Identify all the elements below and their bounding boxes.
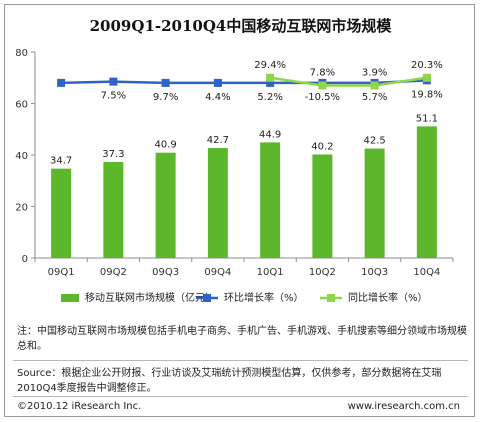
bar (312, 154, 333, 258)
chart-svg: 0 20 40 60 80 09Q1 09Q2 09Q3 09Q4 10Q1 10Q2 10Q3 10Q… (15, 48, 454, 304)
bar-value-label: 40.9 (154, 140, 176, 151)
x-tick-label: 10Q3 (361, 267, 388, 278)
chart-frame: 2009Q1-2010Q4中国移动互联网市场规模 0 20 40 60 80 09Q1 09… (4, 4, 475, 417)
divider-top (13, 360, 468, 361)
chart-source: Source：根据企业公开财报、行业访谈及艾瑞统计预测模型估算，仅供参考，部分数… (17, 368, 442, 394)
yoy-growth-line (269, 76, 428, 87)
mom-growth-marker (109, 77, 118, 86)
y-tick-label: 80 (15, 48, 28, 59)
mom-growth-value-label: 7.5% (101, 91, 126, 102)
x-tick-label: 10Q1 (257, 267, 284, 278)
mom-growth-value-label: 9.7% (153, 92, 178, 103)
mom-growth-marker (266, 78, 275, 87)
bar-value-label: 34.7 (50, 156, 72, 167)
yoy-growth-value-label: 20.3% (411, 60, 443, 71)
yoy-growth-marker (318, 81, 327, 90)
yoy-growth-marker (370, 81, 379, 90)
bar-value-label: 51.1 (416, 113, 438, 124)
y-tick-label: 60 (15, 100, 28, 111)
yoy-growth-value-label: 3.9% (362, 67, 387, 78)
chart-title: 2009Q1-2010Q4中国移动互联网市场规模 (89, 17, 392, 35)
bar (103, 161, 124, 258)
y-tick-label: 40 (15, 151, 28, 162)
bar-value-label: 44.9 (259, 129, 281, 140)
yoy-growth-value-label: 29.4% (254, 60, 286, 71)
legend-mom-marker (203, 294, 211, 302)
mom-growth-line (61, 79, 427, 85)
x-tick-label: 09Q4 (204, 267, 231, 278)
mom-growth-value-label: 4.4% (205, 92, 230, 103)
legend-yoy-label: 同比增长率（%） (348, 291, 428, 304)
mom-growth-value-label: 5.7% (362, 92, 387, 103)
website-url: www.iresearch.com.cn (347, 401, 460, 412)
x-tick-label: 09Q1 (48, 267, 75, 278)
chart-note: 注：中国移动互联网市场规模包括手机电子商务、手机广告、手机游戏、手机搜索等细分领… (17, 326, 467, 352)
legend-bar-swatch (61, 294, 79, 302)
bar (155, 152, 176, 258)
bar-value-label: 37.3 (102, 149, 124, 160)
copyright-text: ©2010.12 iResearch Inc. (17, 401, 142, 412)
yoy-growth-value-label: 7.8% (310, 67, 335, 78)
x-tick-label: 09Q3 (152, 267, 179, 278)
bar (416, 126, 437, 258)
bar (207, 148, 228, 258)
mom-growth-marker (161, 78, 170, 87)
bar-value-label: 42.5 (363, 136, 385, 147)
mom-growth-marker (57, 78, 66, 87)
y-tick-label: 0 (22, 254, 28, 265)
yoy-growth-marker (266, 73, 275, 82)
mom-growth-marker (213, 78, 222, 87)
bar-value-label: 42.7 (207, 135, 229, 146)
yoy-growth-marker (422, 73, 431, 82)
mom-growth-value-label: 19.8% (411, 89, 443, 100)
bar (260, 142, 281, 258)
x-tick-label: 10Q2 (309, 267, 336, 278)
bar (364, 148, 385, 258)
y-tick-label: 20 (15, 203, 28, 214)
bar-value-label: 40.2 (311, 141, 333, 152)
legend-mom-label: 环比增长率（%） (224, 291, 304, 304)
bar (51, 168, 72, 258)
mom-growth-value-label: -10.5% (305, 92, 340, 103)
legend-yoy-marker (327, 294, 335, 302)
mom-growth-value-label: 5.2% (257, 92, 282, 103)
x-tick-label: 10Q4 (413, 267, 440, 278)
divider-bottom (13, 396, 468, 397)
x-tick-label: 09Q2 (100, 267, 127, 278)
legend-bar-label: 移动互联网市场规模（亿元） (85, 291, 215, 304)
